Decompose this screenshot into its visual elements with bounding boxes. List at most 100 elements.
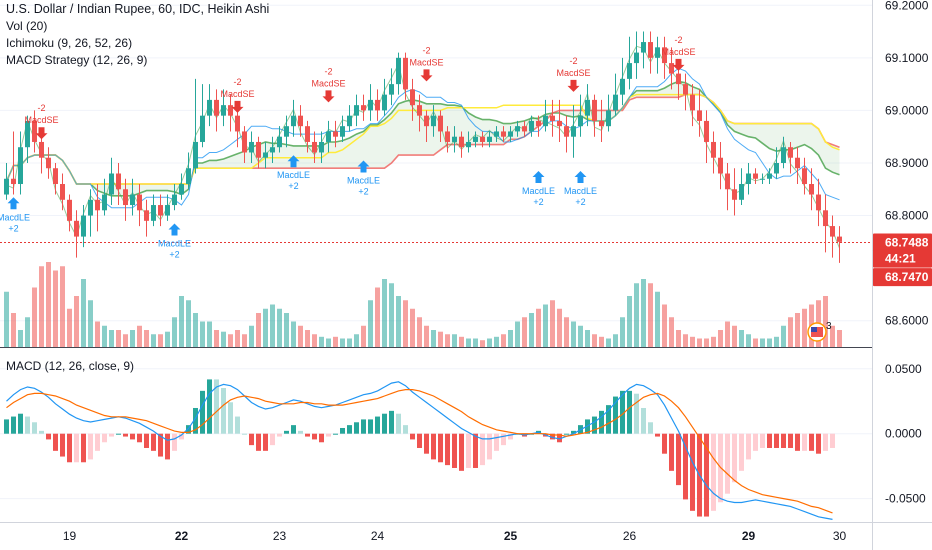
legend-macd[interactable]: MACD (12, 26, close, 9) [6,359,135,373]
volume-bar [690,336,695,347]
long-signal-label: MacdLE [277,170,310,180]
price-label-box [873,249,932,268]
main-legend: U.S. Dollar / Indian Rupee, 60, IDC, Hei… [6,1,269,69]
volume-bar [284,313,289,347]
macd-histogram-bar [389,410,394,434]
volume-bar [116,330,121,347]
volume-bar [263,308,268,347]
macd-histogram-bar [403,425,408,434]
macd-histogram-bar [466,433,471,468]
volume-bar [522,317,527,347]
candle-body [830,226,835,237]
candle-body [193,141,198,169]
volume-bar [347,338,352,347]
candle-body [459,136,464,148]
volume-bar [319,336,324,347]
candle-body [508,131,513,137]
volume-bar [599,336,604,347]
candle-body [228,105,233,116]
macd-histogram-bar [830,433,835,448]
badge-count: 3 [826,321,832,332]
volume-bar [158,334,163,347]
macd-histogram-bar [235,416,240,434]
macd-histogram-bar [53,433,58,451]
short-signal-label: MacdSE [556,68,590,78]
candles[interactable] [4,31,842,263]
volume-bar [193,313,198,347]
macd-histogram-bar [207,379,212,434]
volume-bar [151,334,156,347]
candle-body [697,110,702,121]
candle-body [326,131,331,142]
volume-bar [88,300,93,347]
long-arrow-icon [574,170,587,183]
macd-histogram-bar [81,433,86,463]
macd-histogram-bar [732,433,737,483]
macd-histogram-bar [683,433,688,500]
candle-body [67,199,72,221]
candle-body [95,199,100,211]
legend-ichimoku[interactable]: Ichimoku (9, 26, 52, 26) [6,36,133,50]
candle-body [522,126,527,132]
volume-bar [578,325,583,347]
candle-body [207,99,212,116]
candle-body [256,141,261,158]
macd-pane[interactable] [4,379,835,520]
macd-histogram-bar [11,416,16,434]
macd-histogram-bar [284,430,289,434]
volume-bar [228,334,233,347]
candle-body [109,173,114,195]
volume-bar [165,331,170,347]
macd-histogram-bar [361,419,366,434]
macd-histogram-bar [242,433,247,435]
x-tick-label: 24 [371,529,385,543]
y-tick-label: 69.1000 [885,51,929,65]
candle-body [214,99,219,116]
volume-bar [781,325,786,347]
flag-canton-icon [811,327,817,332]
macd-histogram-bar [368,419,373,434]
candle-body [123,189,128,206]
volume-bar [340,338,345,347]
macd-histogram-bar [704,433,709,517]
macd-histogram-bar [340,427,345,434]
x-tick-label: 22 [175,529,189,543]
volume-bar [823,296,828,347]
candle-body [137,194,142,211]
volume-bar [438,331,443,347]
candle-body [585,99,590,116]
events-badge[interactable]: 3 [807,321,832,342]
legend-macd-strategy[interactable]: MACD Strategy (12, 26, 9) [6,53,148,67]
candle-body [529,120,534,132]
symbol-title[interactable]: U.S. Dollar / Indian Rupee, 60, IDC, Hei… [6,2,270,16]
volume-bar [277,308,282,347]
macd-histogram-bar [312,433,317,440]
long-qty-label: +2 [288,181,298,191]
volume-bar [774,336,779,347]
candle-body [732,189,737,200]
candle-body [592,99,597,121]
candle-body [718,157,723,174]
candle-body [809,184,814,195]
candle-body [81,215,86,237]
macd-histogram-bar [214,379,219,434]
macd-histogram-bar [424,433,429,454]
candle-body [11,178,16,185]
candle-body [382,94,387,111]
volume-bar [753,338,758,347]
candle-body [781,147,786,163]
macd-histogram-bar [445,433,450,466]
candle-body [487,136,492,142]
x-tick-label: 23 [273,529,287,543]
macd-histogram-bar [263,433,268,451]
volume-bar [767,338,772,347]
legend-vol[interactable]: Vol (20) [6,19,48,33]
price-label-text: 68.7470 [885,270,929,284]
candle-body [410,89,415,106]
candle-body [277,136,282,148]
volume-bar [214,330,219,347]
volume-bar [536,308,541,347]
macd-histogram-bar [823,433,828,451]
candle-body [613,94,618,111]
